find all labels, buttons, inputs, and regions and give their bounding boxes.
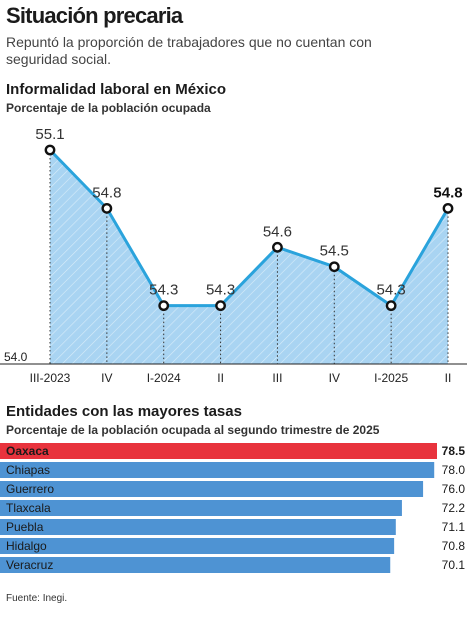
series-line bbox=[48, 148, 450, 308]
line-chart-title: Informalidad laboral en México bbox=[6, 81, 227, 98]
x-tick-label: II bbox=[445, 371, 452, 385]
baseline-label: 54.0 bbox=[4, 350, 28, 364]
x-tick-label: II bbox=[217, 371, 224, 385]
bar-value-label: 78.5 bbox=[442, 444, 466, 458]
bar bbox=[0, 500, 402, 516]
bar-category-label: Puebla bbox=[6, 520, 44, 534]
data-point bbox=[385, 300, 397, 312]
data-label: 55.1 bbox=[35, 126, 64, 143]
x-tick-label: IV bbox=[329, 371, 340, 385]
bar-value-label: 71.1 bbox=[442, 520, 466, 534]
x-tick-label: IV bbox=[101, 371, 112, 385]
bar-value-label: 78.0 bbox=[442, 463, 466, 477]
data-label: 54.8 bbox=[433, 184, 462, 201]
bar bbox=[0, 462, 435, 478]
bar bbox=[0, 519, 396, 535]
data-point bbox=[215, 300, 226, 312]
area-fill bbox=[50, 150, 448, 364]
data-point bbox=[158, 300, 170, 312]
data-label: 54.5 bbox=[320, 243, 349, 260]
subheadline: Repuntó la proporción de trabajadores qu… bbox=[6, 34, 372, 67]
bar-value-label: 76.0 bbox=[442, 482, 466, 496]
bar-chart-subtitle: Porcentaje de la población ocupada al se… bbox=[6, 423, 380, 437]
bar bbox=[0, 557, 391, 573]
data-point bbox=[101, 202, 113, 214]
data-label: 54.6 bbox=[263, 223, 292, 240]
x-tick-label: I-2024 bbox=[147, 371, 181, 385]
x-tick-label: III bbox=[272, 371, 282, 385]
data-label: 54.3 bbox=[377, 282, 406, 299]
bar-category-label: Oaxaca bbox=[6, 444, 49, 458]
line-chart: 54.055.154.854.3 54.354.654.554.354.8III-… bbox=[0, 126, 467, 385]
source-note: Fuente: Inegi. bbox=[6, 593, 68, 604]
bar-value-label: 70.8 bbox=[442, 539, 466, 553]
bar bbox=[0, 538, 395, 554]
line-chart-subtitle: Porcentaje de la población ocupada bbox=[6, 101, 211, 115]
data-point bbox=[272, 241, 283, 253]
bar-category-label: Veracruz bbox=[6, 558, 53, 572]
data-label: 54.3 bbox=[149, 282, 178, 299]
data-point bbox=[328, 261, 340, 273]
data-point bbox=[442, 202, 454, 214]
data-label: 54.3 bbox=[206, 282, 235, 299]
bar bbox=[0, 443, 437, 459]
bar-value-label: 70.1 bbox=[442, 558, 466, 572]
bar-value-label: 72.2 bbox=[442, 501, 466, 515]
x-tick-label: III-2023 bbox=[30, 371, 71, 385]
bar-chart-title: Entidades con las mayores tasas bbox=[6, 403, 242, 420]
bar-category-label: Chiapas bbox=[6, 463, 50, 477]
data-label: 54.8 bbox=[92, 184, 121, 201]
bar bbox=[0, 481, 424, 497]
x-tick-label: I-2025 bbox=[374, 371, 408, 385]
data-point bbox=[44, 144, 56, 156]
headline: Situación precaria bbox=[6, 3, 183, 28]
bar-category-label: Hidalgo bbox=[6, 539, 47, 553]
bar-category-label: Guerrero bbox=[6, 482, 54, 496]
bar-category-label: Tlaxcala bbox=[6, 501, 51, 515]
